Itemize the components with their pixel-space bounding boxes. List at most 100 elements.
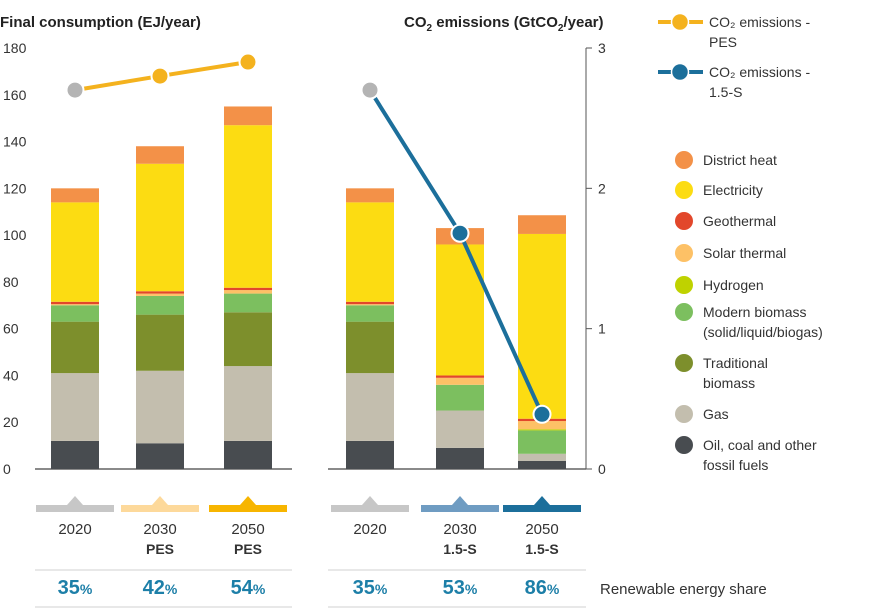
right-axis-title-part: /year) <box>563 14 603 31</box>
share-percent-sign: % <box>165 581 178 597</box>
bar-segment-gas <box>346 373 394 441</box>
co2-point <box>450 223 470 243</box>
bar-segment-gas <box>136 370 184 444</box>
bar-segment-geothermal <box>346 301 394 305</box>
bar-segment-electricity <box>136 163 184 292</box>
scenario-year-label: 2030 <box>143 521 176 538</box>
legend-swatch <box>675 405 693 423</box>
bar-segment-gas <box>51 373 99 441</box>
bar-segment-solar-thermal <box>51 304 99 306</box>
bar-segment-oil-coal-and-other-fossil-fuels <box>518 460 566 469</box>
scenario-name-label: PES <box>146 541 174 557</box>
y-right-tick-label: 0 <box>598 461 606 477</box>
y-left-tick-label: 180 <box>3 40 27 56</box>
legend-swatch <box>675 181 693 199</box>
right-axis-title-part: CO <box>404 14 427 31</box>
legend-swatch <box>675 212 693 230</box>
legend-label: Hydrogen <box>703 277 764 293</box>
y-left-tick-label: 160 <box>3 87 27 103</box>
bar-segment-solar-thermal <box>346 304 394 306</box>
legend-label: Gas <box>703 406 729 422</box>
scenario-year-label: 2020 <box>58 521 91 538</box>
bar-segment-geothermal <box>51 301 99 305</box>
bar-segment-gas <box>436 410 484 448</box>
legend-label: fossil fuels <box>703 457 768 473</box>
bar-segment-solar-thermal <box>518 421 566 430</box>
y-right-tick-label: 3 <box>598 40 606 56</box>
bar-segment-district-heat <box>518 215 566 234</box>
y-right-tick-label: 2 <box>598 180 606 196</box>
legend-label: Geothermal <box>703 213 776 229</box>
co2-point <box>65 80 85 100</box>
bar-segment-hydrogen <box>518 429 566 431</box>
legend-co2-label: CO₂ emissions - <box>709 64 810 80</box>
renewable-share-value: 42% <box>143 577 178 599</box>
share-number: 35 <box>58 577 80 599</box>
scenario-year-label: 2050 <box>525 521 558 538</box>
legend-co2-label: PES <box>709 34 737 50</box>
legend-label: Modern biomass <box>703 304 807 320</box>
co2-point <box>238 52 258 72</box>
bar-segment-solar-thermal <box>436 377 484 385</box>
bar-segment-traditional-biomass <box>51 321 99 374</box>
bar-segment-oil-coal-and-other-fossil-fuels <box>136 443 184 469</box>
legend-label: biomass <box>703 375 755 391</box>
bar-segment-oil-coal-and-other-fossil-fuels <box>51 440 99 469</box>
bar-segment-district-heat <box>346 188 394 203</box>
right-axis-title-part: 2 <box>558 23 564 34</box>
bar-segment-electricity <box>436 244 484 376</box>
legend-label: District heat <box>703 152 777 168</box>
legend-swatch <box>675 151 693 169</box>
legend-label: (solid/liquid/biogas) <box>703 324 823 340</box>
y-left-tick-label: 80 <box>3 274 19 290</box>
y-left-tick-label: 40 <box>3 367 19 383</box>
scenario-marker-bar <box>421 505 499 512</box>
scenario-marker-arrow <box>152 496 168 505</box>
legend-swatch <box>675 303 693 321</box>
scenario-marker-arrow <box>452 496 468 505</box>
scenario-marker-bar <box>503 505 581 512</box>
renewable-share-label: Renewable energy share <box>600 581 767 598</box>
bar-segment-oil-coal-and-other-fossil-fuels <box>436 447 484 469</box>
y-left-tick-label: 100 <box>3 227 27 243</box>
share-number: 86 <box>525 577 547 599</box>
co2-point <box>150 66 170 86</box>
share-percent-sign: % <box>465 581 478 597</box>
renewable-share-value: 53% <box>443 577 478 599</box>
y-left-tick-label: 140 <box>3 134 27 150</box>
co2-point <box>532 404 552 424</box>
bar-segment-modern-biomass-solid-liquid-biogas- <box>518 430 566 454</box>
share-percent-sign: % <box>547 581 560 597</box>
scenario-marker-bar <box>331 505 409 512</box>
share-percent-sign: % <box>375 581 388 597</box>
scenario-year-label: 2050 <box>231 521 264 538</box>
bar-segment-district-heat <box>136 146 184 164</box>
scenario-year-label: 2020 <box>353 521 386 538</box>
legend-co2-label: 1.5-S <box>709 84 742 100</box>
bar-segment-gas <box>224 366 272 441</box>
renewable-share-value: 35% <box>58 577 93 599</box>
scenario-marker-bar <box>36 505 114 512</box>
legend-swatch <box>675 276 693 294</box>
legend-label: Traditional <box>703 355 768 371</box>
y-right-tick-label: 1 <box>598 321 606 337</box>
bar-segment-modern-biomass-solid-liquid-biogas- <box>436 384 484 411</box>
legend-swatch <box>675 436 693 454</box>
legend-swatch <box>675 244 693 262</box>
bar-segment-geothermal <box>224 287 272 291</box>
y-left-tick-label: 20 <box>3 414 19 430</box>
bar-segment-modern-biomass-solid-liquid-biogas- <box>136 295 184 315</box>
bar-segment-electricity <box>224 125 272 288</box>
legend-co2-label: CO₂ emissions - <box>709 14 810 30</box>
bar-segment-geothermal <box>436 375 484 378</box>
renewable-share-value: 54% <box>231 577 266 599</box>
legend-label: Oil, coal and other <box>703 437 817 453</box>
scenario-name-label: 1.5-S <box>525 541 558 557</box>
bar-segment-oil-coal-and-other-fossil-fuels <box>346 440 394 469</box>
scenario-marker-arrow <box>534 496 550 505</box>
renewable-share-value: 35% <box>353 577 388 599</box>
legend-co2-marker <box>670 62 690 82</box>
bar-segment-geothermal <box>136 291 184 294</box>
bar-segment-electricity <box>51 202 99 302</box>
legend-co2-marker <box>670 12 690 32</box>
